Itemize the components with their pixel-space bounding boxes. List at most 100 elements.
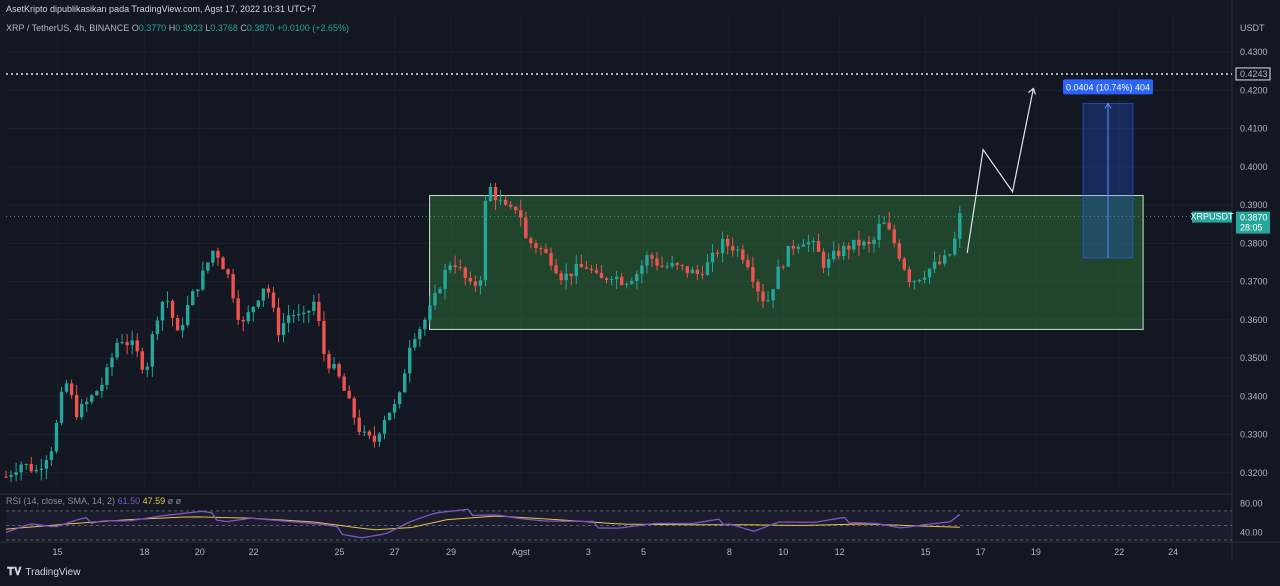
symbol-tag-label: XRPUSDT (1190, 212, 1234, 222)
candle (221, 255, 225, 270)
candle-body (594, 270, 599, 273)
candle-body (423, 319, 427, 330)
candle (337, 362, 341, 379)
time-axis[interactable]: 15 18 20 22 25 27 29 Agst 3 5 8 10 12 15 17 19 22 24 (52, 547, 1178, 557)
candle (877, 214, 881, 248)
candle-body (650, 255, 654, 259)
candle (821, 248, 826, 274)
candle (887, 211, 891, 231)
candle-body (857, 239, 861, 246)
candle (19, 461, 23, 481)
candle (867, 235, 871, 253)
candle (589, 264, 594, 274)
rsi-line (5, 508, 961, 539)
candle (428, 295, 432, 324)
candle-body (4, 476, 8, 478)
price-tag-countdown: 28:05 (1240, 223, 1263, 233)
candle (912, 280, 917, 290)
candle (498, 189, 503, 206)
candle (705, 254, 710, 276)
candle-body (731, 246, 735, 251)
candle (478, 276, 483, 295)
candle-body (438, 289, 442, 294)
tradingview-brand[interactable]: 𝐓𝐕 TradingView (7, 566, 80, 579)
candle (761, 283, 765, 309)
x-tick-label: 29 (446, 547, 456, 557)
candle-body (625, 283, 629, 285)
x-tick-label: 17 (976, 547, 986, 557)
candle (39, 458, 44, 481)
candle (584, 260, 589, 270)
y-tick-label: 0.3700 (1240, 277, 1268, 287)
candle-body (231, 274, 235, 299)
candle-body (498, 199, 503, 201)
candle (725, 234, 730, 255)
candle-body (584, 267, 589, 269)
candle-body (281, 322, 286, 336)
candle (297, 304, 301, 322)
candle (892, 224, 896, 248)
candle-body (317, 301, 321, 321)
candle-body (917, 279, 922, 282)
candle (281, 313, 286, 343)
candle (180, 317, 185, 338)
candle-body (811, 240, 816, 243)
candle-body (34, 470, 38, 472)
candle (201, 261, 205, 292)
candle-body (554, 265, 558, 274)
range-box (429, 195, 1144, 330)
candle-body (49, 451, 54, 461)
candle-body (796, 246, 801, 249)
candle (897, 239, 901, 262)
candle-body (387, 412, 392, 421)
candle-body (756, 281, 760, 292)
candle-body (862, 241, 866, 246)
candle-body (897, 243, 901, 259)
candle (433, 284, 437, 310)
candle (907, 266, 912, 288)
rsi-extra: ø ø (167, 496, 182, 506)
candle-body (867, 241, 871, 245)
candle-body (488, 186, 493, 201)
candle (266, 284, 271, 299)
candle-body (700, 273, 705, 275)
x-tick-label: 25 (334, 547, 344, 557)
candle (110, 352, 114, 377)
candle-body (236, 298, 240, 320)
candle (720, 231, 725, 263)
y-tick-label: 0.3500 (1240, 353, 1268, 363)
candle (690, 266, 695, 274)
candle (69, 379, 74, 399)
candle (150, 331, 155, 377)
candle-body (327, 353, 331, 369)
ohlc-values: O0.3770 H0.3923 L0.3768 C0.3870 +0.0100 … (132, 23, 349, 33)
candle (549, 247, 553, 271)
candle-body (508, 204, 513, 207)
candle (902, 256, 907, 271)
price-axis[interactable]: USDT 0.4300 0.4200 0.4100 0.4000 0.3900 0.3800… (1235, 23, 1271, 538)
candle (948, 253, 952, 257)
candle-body (670, 263, 674, 267)
candle (59, 386, 64, 426)
candle (372, 426, 377, 448)
candle-body (286, 315, 291, 323)
symbol-legend: XRP / TetherUS, 4h, BINANCE O0.3770 H0.3… (6, 23, 349, 33)
candle (806, 234, 811, 252)
ohlc-l: L0.3768 (205, 23, 238, 33)
candle-body (155, 320, 160, 335)
candle (85, 397, 89, 413)
candle-body (604, 278, 609, 281)
candle-body (948, 254, 952, 256)
candle (736, 245, 740, 258)
candle-body (826, 259, 831, 268)
candle-body (24, 464, 28, 466)
candle (937, 254, 942, 266)
candle-body (786, 245, 790, 267)
candle (741, 244, 745, 264)
candle-body (912, 281, 917, 283)
candle (261, 288, 266, 307)
candle-body (418, 329, 422, 340)
candle-body (29, 464, 33, 472)
measure-arrowhead (1104, 102, 1112, 109)
